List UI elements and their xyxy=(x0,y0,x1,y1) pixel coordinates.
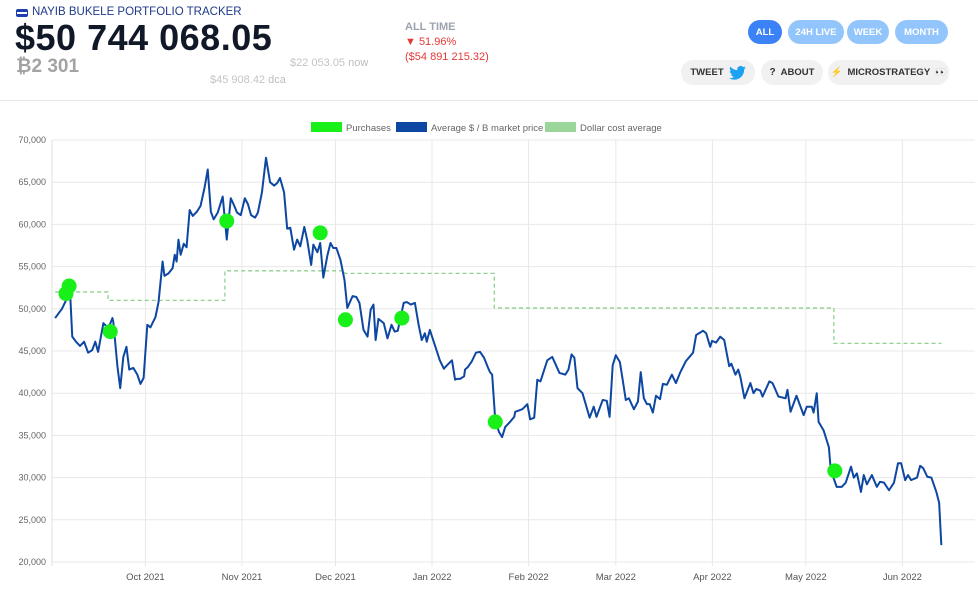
y-tick-label: 45,000 xyxy=(18,346,46,356)
y-tick-label: 35,000 xyxy=(18,430,46,440)
x-tick-label: Mar 2022 xyxy=(596,572,636,583)
header: NAYIB BUKELE PORTFOLIO TRACKER $50 744 0… xyxy=(0,0,978,101)
all-time-loss: ($54 891 215.32) xyxy=(405,51,489,63)
purchase-point xyxy=(102,324,118,340)
y-tick-label: 70,000 xyxy=(18,135,46,145)
purchase-point xyxy=(394,310,410,326)
y-tick-label: 30,000 xyxy=(18,473,46,483)
question-icon: ? xyxy=(769,67,776,78)
x-tick-label: Jan 2022 xyxy=(412,572,451,583)
portfolio-value: $50 744 068.05 xyxy=(15,17,273,58)
range-week-button[interactable]: WEEK xyxy=(847,20,889,44)
x-tick-label: Apr 2022 xyxy=(693,572,732,583)
twitter-bird-icon xyxy=(728,65,746,80)
y-tick-label: 60,000 xyxy=(18,219,46,229)
legend-swatch-market-price xyxy=(396,122,427,132)
legend-label-market-price: Average $ / B market price xyxy=(431,123,543,134)
price-now-label: now xyxy=(348,57,369,69)
x-tick-label: May 2022 xyxy=(785,572,827,583)
range-all-button[interactable]: ALL xyxy=(748,20,782,44)
range-24h-button[interactable]: 24H LIVE xyxy=(788,20,844,44)
purchase-point xyxy=(312,225,328,241)
x-tick-label: Oct 2021 xyxy=(126,572,165,583)
y-tick-label: 25,000 xyxy=(18,515,46,525)
grid xyxy=(51,139,975,566)
price-dca-value: $45 908.42 xyxy=(210,74,266,86)
y-tick-label: 20,000 xyxy=(18,557,46,567)
range-month-button[interactable]: MONTH xyxy=(895,20,948,44)
price-dca: $45 908.42 dca xyxy=(210,74,286,87)
legend-swatch-dca xyxy=(545,122,576,132)
x-tick-label: Dec 2021 xyxy=(315,572,356,583)
purchase-point xyxy=(219,213,235,229)
legend-label-dca: Dollar cost average xyxy=(580,123,662,134)
microstrategy-label: MICROSTRATEGY xyxy=(847,67,931,78)
price-now-value: $22 053.05 xyxy=(290,57,346,69)
about-label: ABOUT xyxy=(780,67,815,78)
y-axis: 20,000 25,000 30,000 35,000 40,000 45,000 50,0… xyxy=(18,135,46,567)
all-time-change: ▼ 51.96% xyxy=(405,36,457,48)
legend-swatch-purchases xyxy=(311,122,342,132)
x-tick-label: Jun 2022 xyxy=(883,572,922,583)
tweet-label: TWEET xyxy=(690,67,724,78)
el-salvador-flag-icon xyxy=(16,8,28,17)
series xyxy=(54,156,943,546)
y-tick-label: 40,000 xyxy=(18,388,46,398)
microstrategy-button[interactable]: ⚡ MICROSTRATEGY 👀 xyxy=(828,60,949,85)
app-title[interactable]: NAYIB BUKELE PORTFOLIO TRACKER xyxy=(16,6,242,19)
y-tick-label: 55,000 xyxy=(18,262,46,272)
x-axis: Oct 2021 Nov 2021 Dec 2021 Jan 2022 Feb 2022… xyxy=(126,572,922,583)
price-now: $22 053.05 now xyxy=(290,57,368,70)
legend-label-purchases: Purchases xyxy=(346,123,391,134)
price-chart: Purchases Average $ / B market price Dol… xyxy=(18,122,975,583)
x-tick-label: Nov 2021 xyxy=(222,572,263,583)
x-tick-label: Feb 2022 xyxy=(509,572,549,583)
y-tick-label: 50,000 xyxy=(18,304,46,314)
market-price-line xyxy=(54,156,943,546)
purchase-point xyxy=(61,278,77,294)
purchase-point xyxy=(487,414,503,430)
y-tick-label: 65,000 xyxy=(18,177,46,187)
all-time-label: ALL TIME xyxy=(405,21,456,33)
price-dca-label: dca xyxy=(268,74,286,86)
purchase-point xyxy=(337,312,353,328)
tweet-button[interactable]: TWEET xyxy=(681,60,755,85)
legend: Purchases Average $ / B market price Dol… xyxy=(311,122,662,134)
dca-line xyxy=(55,270,942,345)
btc-holdings: ₿2 301 xyxy=(16,56,80,77)
purchase-point xyxy=(827,463,843,479)
about-button[interactable]: ? ABOUT xyxy=(761,60,823,85)
eyes-icon: 👀 xyxy=(935,67,947,77)
lightning-icon: ⚡ xyxy=(830,67,843,78)
app-title-text: NAYIB BUKELE PORTFOLIO TRACKER xyxy=(32,6,242,18)
